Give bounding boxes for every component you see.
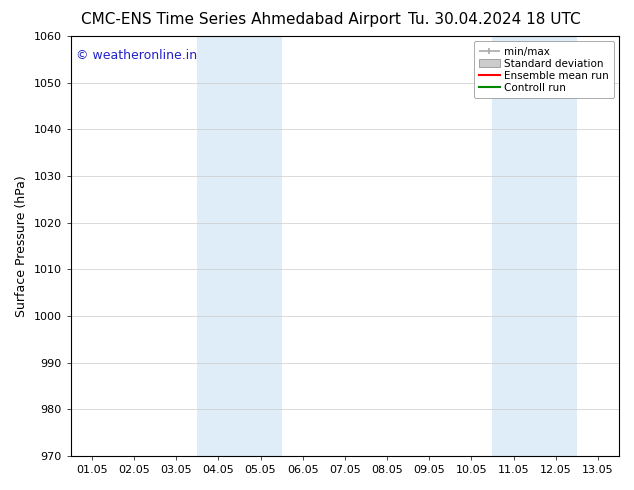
Y-axis label: Surface Pressure (hPa): Surface Pressure (hPa)	[15, 175, 28, 317]
Text: © weatheronline.in: © weatheronline.in	[76, 49, 197, 62]
Text: Tu. 30.04.2024 18 UTC: Tu. 30.04.2024 18 UTC	[408, 12, 581, 27]
Bar	[197, 36, 281, 456]
Bar	[493, 36, 577, 456]
Text: CMC-ENS Time Series Ahmedabad Airport: CMC-ENS Time Series Ahmedabad Airport	[81, 12, 401, 27]
Legend: min/max, Standard deviation, Ensemble mean run, Controll run: min/max, Standard deviation, Ensemble me…	[474, 41, 614, 98]
